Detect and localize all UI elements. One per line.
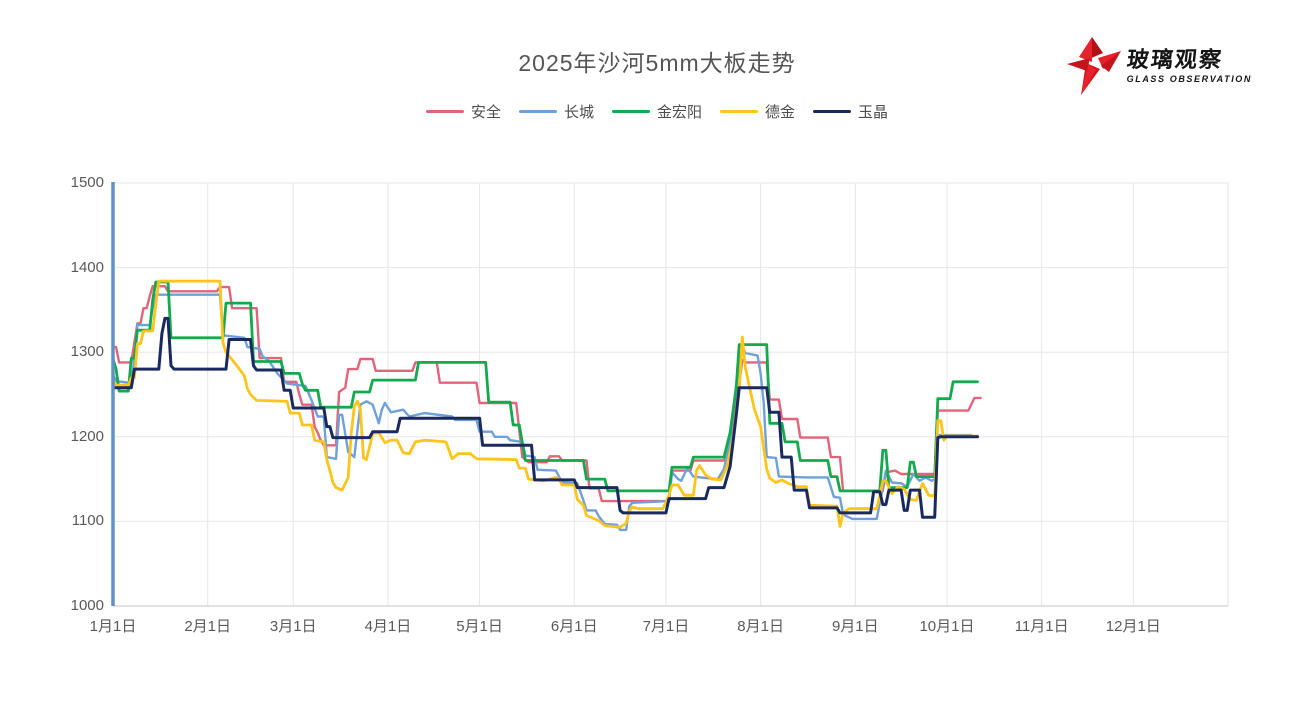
x-tick-label: 6月1日 <box>550 618 598 635</box>
x-tick-label: 2月1日 <box>184 618 232 635</box>
x-tick-label: 10月1日 <box>919 618 975 635</box>
logo-subtitle: GLASS OBSERVATION <box>1126 73 1252 84</box>
legend-label: 长城 <box>563 104 594 121</box>
y-tick-label: 1000 <box>70 597 104 614</box>
legend-item-3[interactable]: 德金 <box>720 101 795 122</box>
legend-line-marker <box>425 110 464 113</box>
y-tick-label: 1100 <box>71 512 104 530</box>
x-tick-label: 3月1日 <box>269 618 317 635</box>
logo: 玻璃观察 GLASS OBSERVATION <box>1065 36 1252 96</box>
legend-label: 玉晶 <box>858 104 889 121</box>
series-line-2 <box>111 280 979 493</box>
series-line-4 <box>111 316 979 519</box>
legend-item-2[interactable]: 金宏阳 <box>611 101 702 122</box>
y-tick-label: 1300 <box>70 343 104 361</box>
legend-label: 金宏阳 <box>656 104 702 121</box>
x-tick-label: 8月1日 <box>737 618 784 635</box>
series-line-3 <box>111 279 979 529</box>
legend-line-marker <box>611 110 650 113</box>
y-tick-label: 1200 <box>70 427 104 445</box>
y-tick-label: 1500 <box>70 174 104 191</box>
chart-title: 2025年沙河5mm大板走势 <box>518 50 796 76</box>
legend-line-marker <box>813 110 852 113</box>
y-tick-label: 1400 <box>70 258 104 276</box>
x-tick-label: 12月1日 <box>1105 618 1161 635</box>
x-tick-label: 7月1日 <box>642 618 690 635</box>
legend-item-0[interactable]: 安全 <box>425 101 501 122</box>
x-tick-label: 9月1日 <box>831 618 879 635</box>
legend: 安全 长城 金宏阳 德金 玉晶 <box>0 101 1314 122</box>
legend-item-4[interactable]: 玉晶 <box>813 101 888 122</box>
legend-line-marker <box>720 110 758 113</box>
legend-item-1[interactable]: 长城 <box>518 101 594 122</box>
logo-text: 玻璃观察 GLASS OBSERVATION <box>1125 47 1252 84</box>
series-line-1 <box>111 293 973 532</box>
logo-name: 玻璃观察 <box>1125 47 1225 73</box>
x-tick-label: 11月1日 <box>1014 618 1069 635</box>
legend-label: 安全 <box>470 104 501 121</box>
series-line-0 <box>111 285 982 503</box>
logo-pinwheel-icon <box>1066 37 1121 95</box>
legend-label: 德金 <box>765 104 796 121</box>
legend-line-marker <box>518 110 557 113</box>
x-tick-label: 1月1日 <box>89 618 137 635</box>
x-tick-label: 5月1日 <box>456 618 503 635</box>
x-tick-label: 4月1日 <box>364 618 412 635</box>
